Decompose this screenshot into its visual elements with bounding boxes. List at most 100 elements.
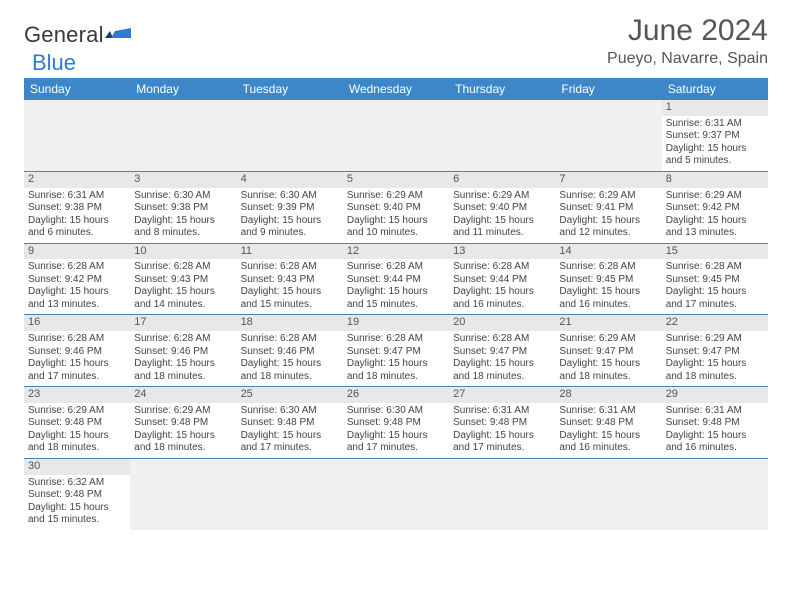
calendar-day: 19Sunrise: 6:28 AMSunset: 9:47 PMDayligh… xyxy=(343,315,449,386)
calendar-day: 15Sunrise: 6:28 AMSunset: 9:45 PMDayligh… xyxy=(662,244,768,315)
calendar-day: 21 Sunrise: 6:29 AMSunset: 9:47 PMDayligh… xyxy=(555,315,661,386)
sunset-text: Sunset: 9:37 PM xyxy=(666,130,764,143)
day-number: 2 xyxy=(24,172,130,188)
calendar-day: 28Sunrise: 6:31 AMSunset: 9:48 PMDayligh… xyxy=(555,387,661,458)
sunrise-text: Sunrise: 6:31 AM xyxy=(666,405,764,418)
calendar-day: 11Sunrise: 6:28 AMSunset: 9:43 PMDayligh… xyxy=(237,244,343,315)
day-number: 19 xyxy=(343,315,449,331)
calendar-day: 29Sunrise: 6:31 AMSunset: 9:48 PMDayligh… xyxy=(662,387,768,458)
sunrise-text: Sunrise: 6:29 AM xyxy=(134,405,232,418)
day-number: 8 xyxy=(662,172,768,188)
day-number: 14 xyxy=(555,244,661,260)
calendar-day-blank xyxy=(343,100,449,171)
sunrise-text: Sunrise: 6:28 AM xyxy=(347,261,445,274)
calendar-day-blank xyxy=(130,100,236,171)
daylight-text: and 17 minutes. xyxy=(666,299,764,312)
daylight-text: and 13 minutes. xyxy=(666,227,764,240)
sunrise-text: Sunrise: 6:31 AM xyxy=(559,405,657,418)
daylight-text: and 16 minutes. xyxy=(453,299,551,312)
sunset-text: Sunset: 9:38 PM xyxy=(134,202,232,215)
day-number: 6 xyxy=(449,172,555,188)
sunrise-text: Sunrise: 6:31 AM xyxy=(666,118,764,131)
weekday-tue: Tuesday xyxy=(237,78,343,100)
sunrise-text: Sunrise: 6:30 AM xyxy=(241,190,339,203)
sunset-text: Sunset: 9:48 PM xyxy=(28,489,126,502)
daylight-text: Daylight: 15 hours xyxy=(666,143,764,156)
daylight-text: and 6 minutes. xyxy=(28,227,126,240)
calendar-day-blank xyxy=(449,100,555,171)
day-number: 7 xyxy=(555,172,661,188)
sunrise-text: Sunrise: 6:28 AM xyxy=(134,333,232,346)
daylight-text: and 12 minutes. xyxy=(559,227,657,240)
day-number: 30 xyxy=(24,459,130,475)
sunrise-text: Sunrise: 6:28 AM xyxy=(241,261,339,274)
daylight-text: Daylight: 15 hours xyxy=(559,358,657,371)
calendar-day: 4Sunrise: 6:30 AMSunset: 9:39 PMDaylight… xyxy=(237,172,343,243)
daylight-text: Daylight: 15 hours xyxy=(241,286,339,299)
calendar-week: 16Sunrise: 6:28 AMSunset: 9:46 PMDayligh… xyxy=(24,315,768,387)
daylight-text: Daylight: 15 hours xyxy=(28,215,126,228)
daylight-text: and 18 minutes. xyxy=(28,442,126,455)
location-subtitle: Pueyo, Navarre, Spain xyxy=(607,50,768,68)
day-number: 27 xyxy=(449,387,555,403)
calendar-day-blank xyxy=(237,459,343,530)
weekday-mon: Monday xyxy=(130,78,236,100)
sunrise-text: Sunrise: 6:29 AM xyxy=(559,333,657,346)
sunrise-text: Sunrise: 6:31 AM xyxy=(453,405,551,418)
daylight-text: and 18 minutes. xyxy=(453,371,551,384)
daylight-text: and 10 minutes. xyxy=(347,227,445,240)
calendar-week: 9Sunrise: 6:28 AMSunset: 9:42 PMDaylight… xyxy=(24,244,768,316)
daylight-text: Daylight: 15 hours xyxy=(347,215,445,228)
calendar: Sunday Monday Tuesday Wednesday Thursday… xyxy=(24,78,768,530)
daylight-text: Daylight: 15 hours xyxy=(453,286,551,299)
daylight-text: Daylight: 15 hours xyxy=(666,430,764,443)
day-number: 1 xyxy=(662,100,768,116)
sunrise-text: Sunrise: 6:30 AM xyxy=(241,405,339,418)
day-number: 15 xyxy=(662,244,768,260)
day-number: 16 xyxy=(24,315,130,331)
sunset-text: Sunset: 9:46 PM xyxy=(28,346,126,359)
calendar-day: 24Sunrise: 6:29 AMSunset: 9:48 PMDayligh… xyxy=(130,387,236,458)
weekday-sun: Sunday xyxy=(24,78,130,100)
daylight-text: Daylight: 15 hours xyxy=(347,358,445,371)
day-number: 11 xyxy=(237,244,343,260)
day-number: 10 xyxy=(130,244,236,260)
daylight-text: Daylight: 15 hours xyxy=(28,286,126,299)
brand-name-b: Blue xyxy=(32,50,76,76)
day-number: 5 xyxy=(343,172,449,188)
calendar-day: 18Sunrise: 6:28 AMSunset: 9:46 PMDayligh… xyxy=(237,315,343,386)
calendar-day: 5Sunrise: 6:29 AMSunset: 9:40 PMDaylight… xyxy=(343,172,449,243)
sunset-text: Sunset: 9:42 PM xyxy=(666,202,764,215)
daylight-text: Daylight: 15 hours xyxy=(134,430,232,443)
daylight-text: and 18 minutes. xyxy=(347,371,445,384)
daylight-text: and 8 minutes. xyxy=(134,227,232,240)
calendar-day: 30Sunrise: 6:32 AMSunset: 9:48 PMDayligh… xyxy=(24,459,130,530)
calendar-week: 30Sunrise: 6:32 AMSunset: 9:48 PMDayligh… xyxy=(24,459,768,530)
daylight-text: and 17 minutes. xyxy=(28,371,126,384)
sunset-text: Sunset: 9:47 PM xyxy=(559,346,657,359)
calendar-day: 14Sunrise: 6:28 AMSunset: 9:45 PMDayligh… xyxy=(555,244,661,315)
calendar-day: 20Sunrise: 6:28 AMSunset: 9:47 PMDayligh… xyxy=(449,315,555,386)
calendar-week: 23Sunrise: 6:29 AMSunset: 9:48 PMDayligh… xyxy=(24,387,768,459)
calendar-day: 6Sunrise: 6:29 AMSunset: 9:40 PMDaylight… xyxy=(449,172,555,243)
daylight-text: Daylight: 15 hours xyxy=(453,358,551,371)
day-number: 21 xyxy=(555,315,661,331)
sunset-text: Sunset: 9:45 PM xyxy=(666,274,764,287)
calendar-day: 17Sunrise: 6:28 AMSunset: 9:46 PMDayligh… xyxy=(130,315,236,386)
sunrise-text: Sunrise: 6:29 AM xyxy=(559,190,657,203)
calendar-day: 2Sunrise: 6:31 AMSunset: 9:38 PMDaylight… xyxy=(24,172,130,243)
day-number: 25 xyxy=(237,387,343,403)
sunrise-text: Sunrise: 6:29 AM xyxy=(28,405,126,418)
daylight-text: Daylight: 15 hours xyxy=(241,358,339,371)
day-number: 9 xyxy=(24,244,130,260)
sunset-text: Sunset: 9:43 PM xyxy=(134,274,232,287)
daylight-text: and 16 minutes. xyxy=(559,299,657,312)
day-number: 20 xyxy=(449,315,555,331)
calendar-day: 8Sunrise: 6:29 AMSunset: 9:42 PMDaylight… xyxy=(662,172,768,243)
calendar-day-blank xyxy=(555,459,661,530)
daylight-text: Daylight: 15 hours xyxy=(28,358,126,371)
sunrise-text: Sunrise: 6:28 AM xyxy=(453,333,551,346)
daylight-text: Daylight: 15 hours xyxy=(347,430,445,443)
sunset-text: Sunset: 9:38 PM xyxy=(28,202,126,215)
weekday-fri: Friday xyxy=(555,78,661,100)
